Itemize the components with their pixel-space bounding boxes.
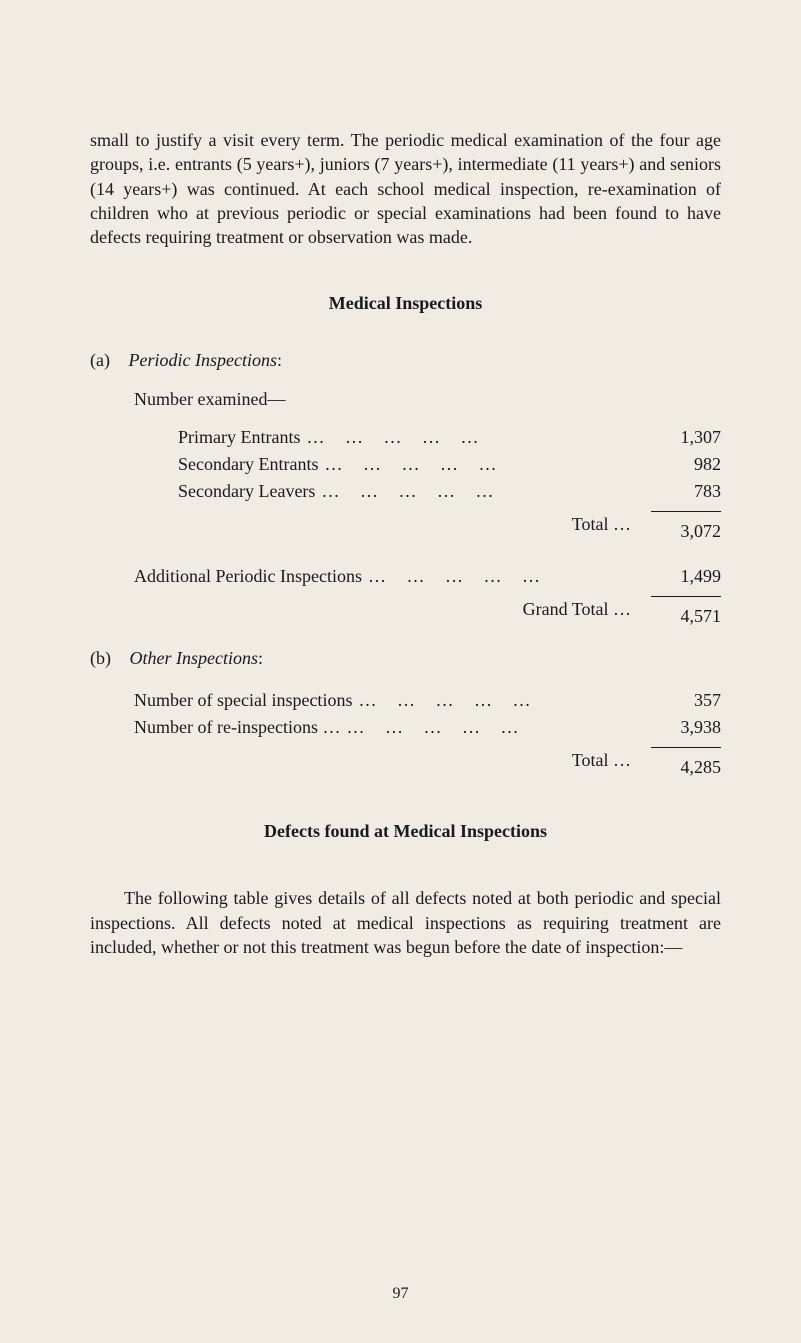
leader-dots: … … … … … — [340, 714, 651, 741]
leader-dots: … … … … … — [318, 451, 651, 478]
table-row: Secondary Entrants … … … … … 982 — [178, 451, 721, 478]
row-label: Primary Entrants — [178, 424, 300, 451]
total-label: Total … — [572, 747, 651, 781]
leader-dots: … … … … … — [352, 687, 651, 714]
row-label: Number of re-inspections … — [134, 714, 340, 741]
defects-paragraph: The following table gives details of all… — [90, 886, 721, 959]
row-value: 3,938 — [651, 714, 721, 741]
grand-total-value: 4,571 — [651, 596, 721, 630]
leader-dots: … … … … … — [300, 424, 651, 451]
row-value: 982 — [651, 451, 721, 478]
page-number: 97 — [0, 1285, 801, 1303]
section-b-label: (b) Other Inspections: — [90, 648, 721, 669]
section-b-total-row: Total … 4,285 — [178, 747, 721, 781]
document-page: small to justify a visit every term. The… — [0, 0, 801, 1343]
section-a-label: (a) Periodic Inspections: — [90, 350, 721, 371]
table-row: Primary Entrants … … … … … 1,307 — [178, 424, 721, 451]
section-b-colon: : — [258, 648, 263, 668]
number-examined-label: Number examined— — [134, 389, 721, 410]
section-a-letter: (a) — [90, 350, 110, 371]
row-value: 1,499 — [651, 563, 721, 590]
row-label: Secondary Entrants — [178, 451, 318, 478]
section-b-letter: (b) — [90, 648, 111, 669]
row-label: Secondary Leavers — [178, 478, 315, 505]
heading-medical-inspections: Medical Inspections — [90, 293, 721, 314]
row-value: 357 — [651, 687, 721, 714]
total-value: 3,072 — [651, 511, 721, 545]
row-label: Additional Periodic Inspections — [134, 563, 362, 590]
section-b-title: Other Inspections — [130, 648, 258, 668]
leader-dots: … … … … … — [362, 563, 651, 590]
intro-paragraph: small to justify a visit every term. The… — [90, 128, 721, 249]
grand-total-label: Grand Total … — [523, 596, 651, 630]
row-value: 1,307 — [651, 424, 721, 451]
heading-defects: Defects found at Medical Inspections — [90, 821, 721, 842]
subtotal-row: Total … 3,072 — [178, 511, 721, 545]
grand-total-row: Grand Total … 4,571 — [178, 596, 721, 630]
additional-row: Additional Periodic Inspections … … … … … — [134, 563, 721, 590]
section-a-colon: : — [277, 350, 282, 370]
table-row: Secondary Leavers … … … … … 783 — [178, 478, 721, 505]
row-label: Number of special inspections — [134, 687, 352, 714]
table-row: Number of re-inspections … … … … … … 3,9… — [134, 714, 721, 741]
total-label: Total … — [572, 511, 651, 545]
row-value: 783 — [651, 478, 721, 505]
total-value: 4,285 — [651, 747, 721, 781]
leader-dots: … … … … … — [315, 478, 651, 505]
section-a-title: Periodic Inspections — [128, 350, 276, 370]
table-row: Number of special inspections … … … … … … — [134, 687, 721, 714]
